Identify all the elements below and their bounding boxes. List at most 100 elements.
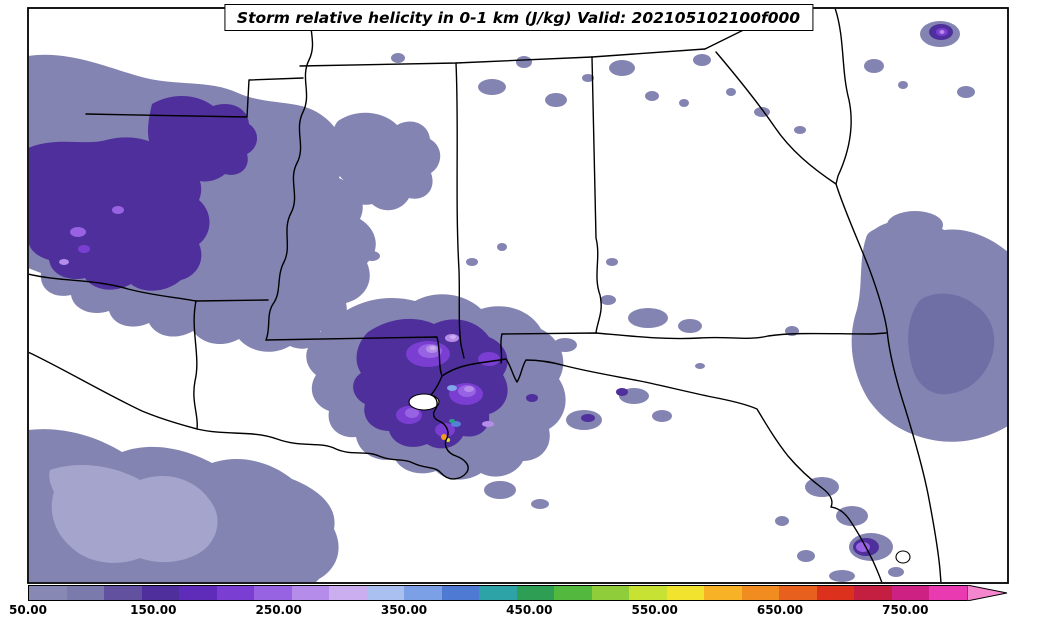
title-box: Storm relative helicity in 0-1 km (J/kg)…	[223, 4, 814, 31]
contour-blob	[478, 79, 506, 95]
contour-blob	[464, 386, 474, 392]
colorbar-segment	[366, 586, 405, 600]
map-clip-group	[29, 9, 1007, 582]
contour-blob	[678, 319, 702, 333]
contour-blob	[616, 388, 628, 396]
contour-blob	[553, 338, 577, 352]
contour-blob	[353, 318, 508, 449]
contour-blob	[333, 112, 441, 211]
contour-blob	[864, 59, 884, 73]
colorbar-tick-label: 250.00	[255, 603, 302, 617]
colorbar-segment	[254, 586, 292, 600]
contour-blob	[898, 81, 908, 89]
contour-blob	[695, 363, 705, 369]
contour-blob	[581, 414, 595, 422]
contour-blob	[805, 477, 839, 497]
colorbar-segment	[554, 586, 592, 600]
contour-blob	[582, 74, 594, 82]
contour-blob	[887, 211, 943, 239]
contour-blob	[78, 245, 90, 253]
colorbar-segment	[404, 586, 442, 600]
louisiana-arkansas-border	[29, 273, 269, 302]
colorbar-tick-label: 150.00	[130, 603, 177, 617]
contour-blob	[836, 506, 868, 526]
contour-blob	[908, 293, 995, 395]
contour-blob	[794, 126, 806, 134]
contour-blob	[70, 227, 86, 237]
contour-blob	[147, 95, 258, 182]
contour-blob	[450, 335, 456, 339]
contour-blob	[645, 91, 659, 101]
colorbar-segment	[291, 586, 330, 600]
colorbar-tick-label: 50.00	[9, 603, 47, 617]
contour-blob	[628, 308, 668, 328]
contour-blob	[775, 516, 789, 526]
colorbar-segment	[666, 586, 705, 600]
colorbar-segment	[779, 586, 817, 600]
colorbar-segment	[704, 586, 742, 600]
contour-blob	[600, 295, 616, 305]
contour-blob	[430, 346, 436, 350]
colorbar-segment	[629, 586, 667, 600]
contour-blob	[59, 259, 69, 265]
contour-blob	[484, 481, 516, 499]
colorbar-segment	[179, 586, 217, 600]
colorbar-segment	[104, 586, 142, 600]
colorbar-arrow	[967, 585, 1008, 601]
contour-blob	[606, 258, 618, 266]
colorbar-segment	[891, 586, 930, 600]
state-boundaries	[29, 9, 942, 582]
colorbar-segment	[29, 586, 67, 600]
mississippi-river-boundary	[265, 9, 314, 341]
contour-blob	[526, 394, 538, 402]
colorbar-segment	[816, 586, 855, 600]
savannah-river-border	[715, 51, 837, 185]
colorbar-bar	[28, 585, 968, 601]
colorbar-segment	[741, 586, 780, 600]
louisiana-mississippi-border	[265, 336, 443, 377]
colorbar-segment	[66, 586, 105, 600]
lake-pontchartrain	[408, 393, 440, 411]
colorbar-segment	[216, 586, 255, 600]
contour-blob	[545, 93, 567, 107]
colorbar-segment	[591, 586, 630, 600]
georgia-north-border	[591, 48, 706, 58]
colorbar-arrow-shape	[967, 585, 1008, 601]
contour-blob	[652, 410, 672, 422]
contour-blob	[441, 434, 447, 440]
colorbar-segment	[329, 586, 367, 600]
contour-blob	[531, 499, 549, 509]
contour-blob	[435, 423, 455, 437]
colorbar-tick-label: 550.00	[631, 603, 678, 617]
colorbar-tick-label: 350.00	[380, 603, 428, 617]
mississippi-alabama-border	[455, 62, 465, 359]
contour-blob	[447, 385, 457, 391]
contour-blob	[609, 60, 635, 76]
contour-blob	[516, 56, 532, 68]
contour-blob	[391, 53, 405, 63]
contour-blob	[112, 206, 124, 214]
contour-blob	[449, 419, 455, 423]
contour-blob	[482, 421, 494, 427]
colorbar-ticks: 50.00 150.00 250.00 350.00 450.00 550.00 650.0…	[9, 603, 968, 623]
texas-louisiana-border	[193, 300, 199, 430]
colorbar-segment	[929, 586, 967, 600]
contour-blob	[726, 88, 736, 96]
contour-blob	[939, 30, 945, 34]
contour-blob	[478, 352, 500, 366]
contour-blob	[466, 258, 478, 266]
contour-blob	[957, 86, 975, 98]
contour-blob	[829, 570, 855, 582]
atlantic-coastline	[834, 9, 942, 582]
gulf-coastline-west	[29, 351, 469, 480]
contour-blob	[679, 99, 689, 107]
florida-north-border	[501, 332, 887, 340]
contour-blob	[364, 251, 380, 261]
contour-blob	[797, 550, 815, 562]
tennessee-south-border	[299, 56, 593, 67]
contour-blob	[693, 54, 711, 66]
colorbar-segment	[479, 586, 517, 600]
lake-okeechobee	[895, 550, 911, 564]
